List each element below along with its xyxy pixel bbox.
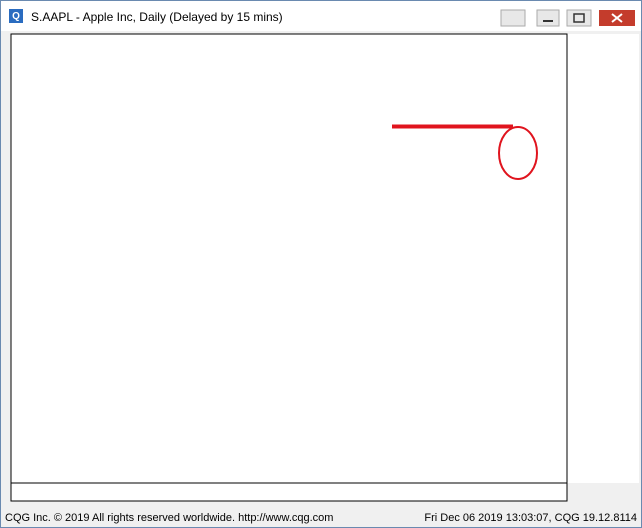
window-title: S.AAPL - Apple Inc, Daily (Delayed by 15… [31, 10, 283, 24]
price-axis-area [567, 34, 639, 483]
app-icon-glyph: Q [12, 11, 20, 22]
footer: CQG Inc. © 2019 All rights reserved worl… [1, 511, 641, 527]
plot-border [10, 33, 568, 484]
date-axis-area [10, 482, 568, 502]
copyright: CQG Inc. © 2019 All rights reserved worl… [5, 512, 334, 524]
title-bar-icons: Q [9, 9, 635, 27]
maximize-button[interactable] [566, 9, 592, 27]
pin-button[interactable] [500, 9, 526, 27]
title-bar: Q S.AAPL - Apple Inc, Daily (Delayed by … [1, 1, 641, 31]
minimize-button[interactable] [536, 9, 560, 27]
app-icon [9, 9, 23, 23]
chart [1, 31, 641, 511]
highlight-circle [498, 126, 538, 180]
plot-area [11, 34, 567, 483]
maximize-glyph [573, 13, 585, 23]
close-glyph [611, 13, 623, 23]
timestamp: Fri Dec 06 2019 13:03:07, CQG 19.12.8114 [424, 512, 637, 524]
